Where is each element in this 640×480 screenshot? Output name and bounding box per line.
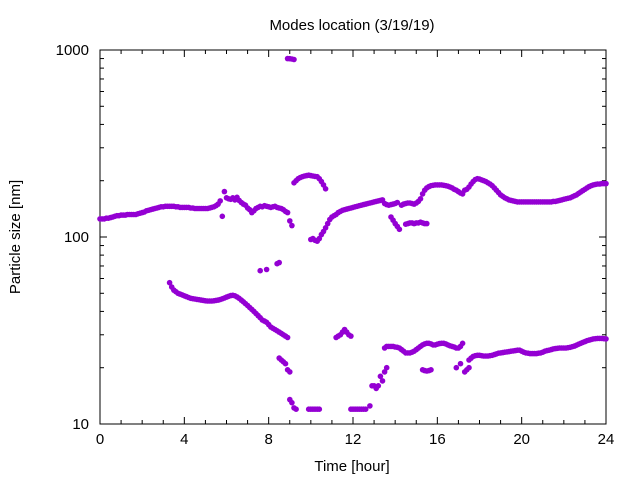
data-point	[284, 209, 291, 216]
data-point	[287, 218, 293, 224]
x-axis-label: Time [hour]	[314, 458, 389, 475]
data-point	[381, 369, 388, 375]
x-tick-label: 8	[264, 431, 272, 448]
data-point	[348, 333, 354, 339]
data-point	[428, 367, 434, 373]
data-point	[263, 266, 270, 273]
data-point	[603, 336, 609, 342]
data-point	[282, 360, 289, 367]
x-tick-label: 20	[513, 431, 530, 448]
y-tick-label: 10	[72, 416, 89, 433]
plot-border	[99, 49, 607, 425]
data-point	[453, 364, 460, 371]
x-tick-label: 24	[598, 431, 615, 448]
data-point	[417, 196, 424, 202]
data-point	[221, 188, 228, 195]
chart-title: Modes location (3/19/19)	[269, 17, 434, 34]
data-point	[322, 225, 329, 231]
data-point	[289, 222, 295, 229]
y-tick-label: 1000	[56, 42, 89, 59]
y-axis-label: Particle size [nm]	[7, 180, 24, 294]
x-tick-label: 12	[345, 431, 362, 448]
data-point	[379, 378, 386, 384]
data-point	[603, 180, 609, 187]
data-point	[217, 198, 223, 204]
data-points	[97, 55, 609, 413]
data-point	[377, 373, 384, 380]
data-point	[362, 406, 369, 413]
axis-ticks: 0 4 8 12 16 20 24 10 100 1000	[56, 42, 615, 448]
data-point	[367, 403, 373, 409]
data-point	[257, 267, 264, 274]
data-point	[375, 383, 382, 389]
data-point	[466, 364, 472, 371]
data-point	[394, 199, 401, 206]
data-point	[284, 334, 291, 341]
data-point	[396, 226, 403, 233]
data-point	[459, 340, 466, 347]
x-tick-label: 16	[429, 431, 446, 448]
data-point	[291, 56, 297, 63]
data-point	[424, 220, 430, 227]
data-point	[457, 360, 464, 367]
x-tick-label: 4	[180, 431, 188, 448]
data-point	[276, 259, 283, 266]
data-point	[322, 186, 329, 192]
data-point	[166, 279, 173, 286]
data-point	[316, 406, 323, 413]
y-tick-label: 100	[64, 229, 89, 246]
plot-frame	[99, 49, 607, 425]
data-point	[287, 369, 293, 375]
data-point	[289, 399, 295, 406]
data-point	[383, 364, 390, 371]
data-point	[219, 213, 226, 220]
data-point	[293, 406, 299, 413]
x-tick-label: 0	[96, 431, 104, 448]
